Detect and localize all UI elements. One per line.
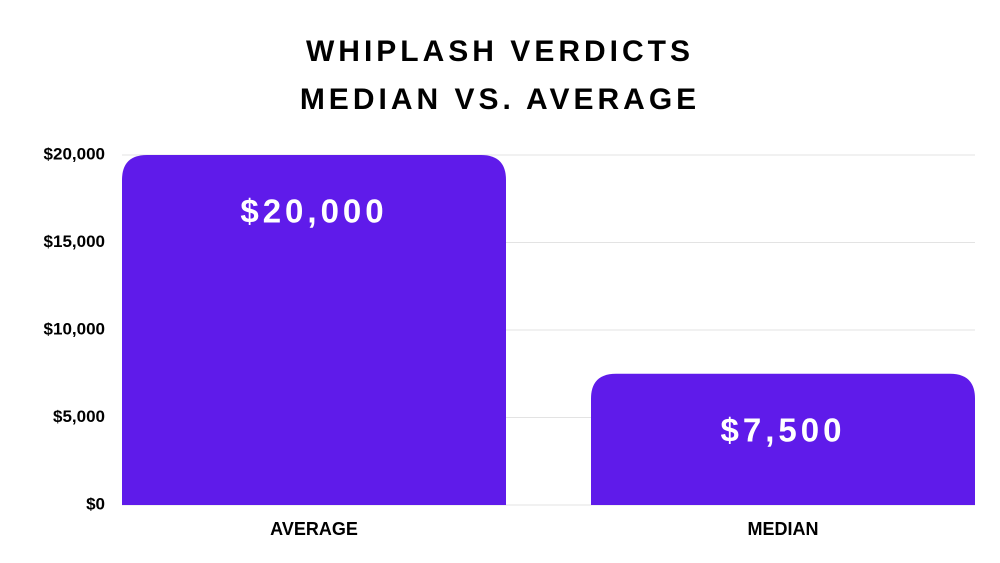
y-tick-label: $5,000 — [53, 407, 105, 426]
x-tick-label: AVERAGE — [270, 519, 358, 539]
bar — [591, 373, 975, 505]
chart-subtitle: MEDIAN VS. AVERAGE — [300, 83, 700, 116]
bar — [122, 155, 506, 505]
y-tick-label: $20,000 — [44, 144, 105, 163]
y-tick-label: $0 — [86, 494, 105, 513]
y-tick-label: $15,000 — [44, 232, 105, 251]
chart-title: WHIPLASH VERDICTS — [306, 35, 694, 68]
data-label: $7,500 — [721, 411, 846, 448]
data-label: $20,000 — [240, 193, 387, 230]
y-tick-label: $10,000 — [44, 319, 105, 338]
x-tick-label: MEDIAN — [748, 519, 819, 539]
